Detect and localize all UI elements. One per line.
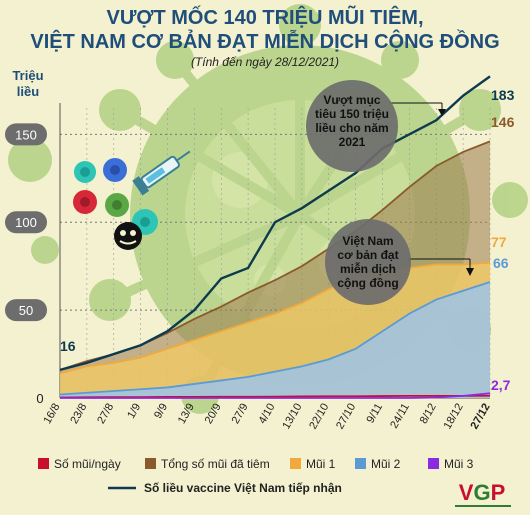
- legend-swatch-3: [355, 458, 366, 469]
- legend: Số mũi/ngày Tổng số mũi đã tiêm Mũi 1 Mũi 2…: [38, 457, 474, 495]
- x-tick-label-4: 9/9: [152, 402, 170, 421]
- svg-text:VGP: VGP: [459, 480, 506, 505]
- legend-swatch-0: [38, 458, 49, 469]
- legend-swatch-4: [428, 458, 439, 469]
- x-tick-label-15: 18/12: [442, 402, 466, 432]
- x-tick-label-10: 22/10: [307, 402, 331, 432]
- legend-label-1: Tổng số mũi đã tiêm: [161, 457, 270, 471]
- y-axis-label-1: Triệu: [12, 68, 43, 83]
- y-tick-label-0: 0: [36, 391, 43, 406]
- annotation-150-target: Vượt mục tiêu 150 triệu liều cho năm 202…: [306, 80, 446, 172]
- x-ticks: 16/8 23/8 27/8 1/9 9/9 13/9 20/9 27/9 4/10 13/10 2…: [41, 402, 492, 432]
- end-label-dose1: 77: [491, 234, 507, 250]
- x-tick-label-8: 4/10: [256, 402, 277, 427]
- legend-label-0: Số mũi/ngày: [54, 457, 121, 471]
- series-lines: [59, 75, 491, 399]
- x-tick-label-16: 27/12: [468, 402, 492, 432]
- title-line-2: VIỆT NAM CƠ BẢN ĐẠT MIỄN DỊCH CỘNG ĐỒNG: [30, 29, 499, 53]
- annotation-herd-immunity: Việt Nam cơ bản đạt miễn dịch cộng đồng: [325, 219, 474, 305]
- x-tick-label-13: 24/11: [388, 402, 412, 431]
- end-label-total-doses: 146: [491, 114, 515, 130]
- annotation-1-line-4: 2021: [339, 135, 366, 149]
- annotation-2-line-3: miễn dịch: [340, 261, 396, 276]
- x-tick-label-11: 27/10: [334, 402, 358, 432]
- y-tick-label-100: 100: [15, 215, 37, 230]
- x-tick-label-14: 8/12: [418, 402, 439, 427]
- x-tick-label-1: 23/8: [68, 402, 89, 427]
- title-line-1: VƯỢT MỐC 140 TRIỆU MŨI TIÊM,: [106, 5, 423, 29]
- end-label-received: 183: [491, 87, 515, 103]
- end-label-dose3: 2,7: [491, 377, 511, 393]
- legend-label-5: Số liều vaccine Việt Nam tiếp nhận: [144, 481, 342, 495]
- x-tick-label-12: 9/11: [364, 402, 385, 426]
- annotation-1-line-3: liều cho năm: [315, 121, 388, 135]
- legend-swatch-2: [290, 458, 301, 469]
- legend-label-4: Mũi 3: [444, 457, 474, 471]
- legend-swatch-1: [145, 458, 156, 469]
- x-tick-label-0: 16/8: [41, 402, 62, 427]
- legend-label-2: Mũi 1: [306, 457, 336, 471]
- y-tick-label-150: 150: [15, 127, 37, 142]
- x-tick-label-9: 13/10: [280, 402, 304, 432]
- syringe-icon: [132, 150, 191, 196]
- y-tick-badge-50: [5, 299, 47, 322]
- annotation-1-line-1: Vượt mục: [323, 93, 381, 107]
- start-label: 16: [60, 338, 76, 354]
- vgp-logo: VGP: [455, 480, 511, 507]
- y-axis-label-2: liều: [17, 84, 39, 99]
- y-tick-label-50: 50: [19, 303, 33, 318]
- x-tick-label-7: 27/9: [230, 402, 251, 427]
- annotation-2-line-4: cộng đồng: [337, 276, 398, 290]
- annotation-2-line-1: Việt Nam: [342, 234, 393, 248]
- annotation-1-line-2: tiêu 150 triệu: [315, 107, 389, 121]
- y-ticks: 0 50 100 150: [5, 123, 47, 406]
- annotation-2-line-2: cơ bản đạt: [337, 248, 398, 262]
- y-tick-badge-100: [5, 211, 47, 234]
- x-tick-label-3: 1/9: [125, 402, 143, 421]
- subtitle: (Tính đến ngày 28/12/2021): [191, 55, 339, 69]
- legend-label-3: Mũi 2: [371, 457, 401, 471]
- end-label-dose2: 66: [493, 255, 509, 271]
- x-tick-label-2: 27/8: [95, 402, 116, 427]
- y-tick-badge-150: [5, 123, 47, 146]
- area-series-2: [60, 282, 490, 398]
- virus-cluster-icon: [73, 158, 158, 250]
